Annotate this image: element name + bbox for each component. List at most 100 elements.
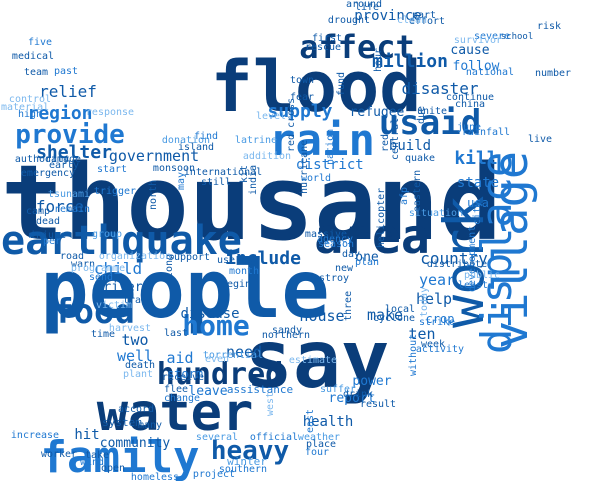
cloud-word: massive: [304, 229, 348, 241]
cloud-word: need: [225, 343, 263, 362]
cloud-word: power: [352, 373, 392, 389]
cloud-word: wind: [79, 457, 105, 469]
cloud-word: support: [167, 252, 211, 264]
cloud-word: project: [192, 469, 236, 481]
cloud-word: injure: [29, 230, 67, 242]
cloud-word: clean: [396, 15, 428, 27]
cloud-word: level: [255, 111, 287, 123]
cloud-word: flood: [210, 46, 422, 129]
cloud-word: hurricane: [299, 139, 310, 195]
cloud-word: may: [176, 171, 187, 191]
cloud-word: hit: [74, 427, 100, 444]
cloud-word: place: [305, 439, 337, 451]
cloud-word: year: [418, 271, 456, 290]
cloud-word: plant: [122, 369, 154, 381]
cloud-word: report: [328, 390, 376, 406]
cloud-word: north: [148, 179, 159, 211]
cloud-word: torrential: [202, 350, 264, 362]
cloud-word: aid: [166, 349, 194, 368]
cloud-word: remain: [53, 204, 91, 216]
cloud-word: province: [354, 8, 422, 25]
cloud-word: past: [53, 66, 79, 78]
cloud-word: june: [456, 122, 482, 134]
cloud-word: many: [137, 420, 163, 432]
cloud-word: train: [122, 295, 154, 307]
cloud-word: number: [534, 68, 572, 80]
cloud-word: tsunami: [47, 189, 91, 201]
cloud-word: result: [359, 399, 397, 411]
cloud-word: disease: [180, 306, 240, 323]
cloud-word: eastern: [412, 169, 423, 213]
cloud-word: monsoon: [152, 163, 196, 175]
cloud-word: life: [354, 2, 380, 14]
cloud-word: world: [300, 173, 332, 185]
cloud-word: weather: [297, 432, 341, 444]
cloud-word: find: [193, 131, 219, 143]
cloud-word: time: [90, 329, 116, 341]
cloud-word: drink: [342, 389, 374, 401]
cloud-word: kit: [239, 164, 250, 184]
cloud-word: sandy: [271, 325, 303, 337]
cloud-word: state: [456, 175, 500, 192]
cloud-word: warn: [70, 259, 96, 271]
cloud-word: disaster: [401, 78, 479, 98]
cloud-word: relief: [39, 81, 97, 101]
cloud-word: part: [411, 10, 437, 22]
cloud-word: east: [305, 408, 316, 434]
cloud-word: afp: [399, 186, 410, 206]
cloud-word: crop: [425, 311, 455, 326]
cloud-word: response: [85, 107, 135, 119]
cloud-word: winter: [227, 455, 267, 469]
cloud-word: country: [420, 248, 488, 268]
cloud-word: donation: [161, 135, 211, 147]
cloud-word: food: [53, 292, 135, 333]
cloud-word: china: [454, 99, 486, 111]
cloud-word: road: [59, 251, 85, 263]
cloud-word: authority: [14, 154, 70, 166]
cloud-word: city: [472, 200, 483, 226]
cloud-word: help: [415, 290, 453, 309]
cloud-word: worker: [40, 449, 78, 461]
cloud-word: severe: [473, 31, 511, 43]
cloud-word: first: [311, 33, 343, 45]
cloud-word: red cross: [286, 97, 297, 153]
cloud-word: water: [96, 383, 254, 444]
cloud-word: per: [42, 236, 62, 248]
cloud-word: affect: [299, 28, 415, 67]
cloud-word: usaid: [378, 103, 482, 144]
cloud-word: thousand: [1, 141, 502, 264]
cloud-word: agency: [316, 234, 354, 246]
cloud-word: five: [27, 37, 53, 49]
cloud-word: addition: [242, 151, 292, 163]
cloud-word: emergency: [20, 168, 76, 180]
cloud-word: start: [96, 164, 128, 176]
cloud-word: shelter: [36, 141, 112, 163]
cloud-word: hundred: [156, 356, 284, 392]
cloud-word: two: [121, 331, 149, 350]
cloud-word: supply: [267, 100, 333, 122]
cloud-word: destroy: [306, 273, 350, 285]
cloud-word: day: [341, 249, 361, 261]
cloud-word: national: [465, 67, 515, 79]
cloud-word: include: [225, 247, 301, 269]
cloud-word: cyclone: [372, 313, 416, 325]
cloud-word: refugee: [349, 104, 405, 120]
cloud-word: trigger: [93, 186, 137, 198]
cloud-word: dead: [35, 216, 61, 228]
cloud-word: hour: [373, 47, 384, 73]
cloud-word: fund: [336, 71, 347, 97]
cloud-word: open: [100, 463, 126, 475]
cloud-word: increase: [10, 430, 60, 442]
cloud-word: leave: [188, 383, 228, 399]
cloud-word: home: [182, 309, 250, 343]
cloud-word: medical: [11, 51, 55, 63]
cloud-word: four: [304, 447, 330, 459]
cloud-word: local: [384, 304, 416, 316]
cloud-word: take: [84, 450, 110, 462]
cloud-word: activity: [415, 344, 465, 356]
cloud-word: accord: [117, 404, 155, 416]
cloud-word: health: [302, 414, 354, 431]
cloud-word: usa: [467, 195, 489, 210]
cloud-word: international: [183, 167, 263, 179]
cloud-word: house: [299, 307, 345, 326]
